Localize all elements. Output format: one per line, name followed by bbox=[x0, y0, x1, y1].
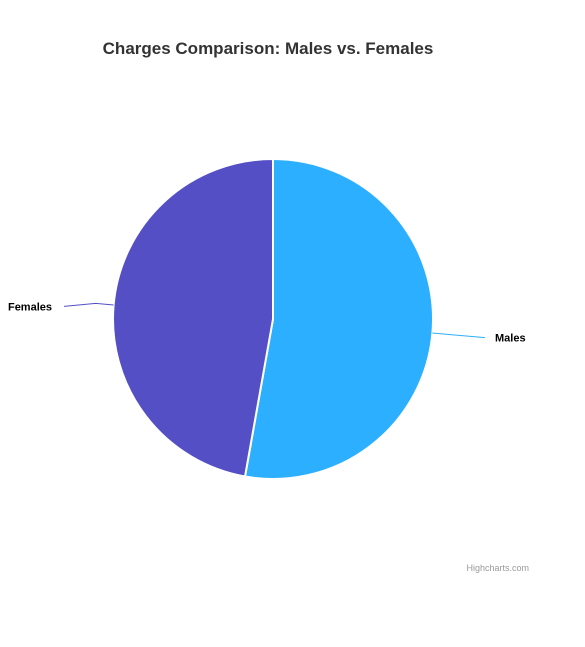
pie-slice-females[interactable] bbox=[112, 158, 274, 478]
data-label-females: Females bbox=[8, 301, 52, 313]
pie-slices bbox=[112, 158, 434, 480]
pie-data-labels: Males Females bbox=[8, 301, 526, 344]
connector-line-males bbox=[432, 332, 486, 339]
connector-line-females bbox=[63, 302, 114, 307]
pie-slice-males[interactable] bbox=[244, 158, 434, 480]
credits-link[interactable]: Highcharts.com bbox=[466, 563, 529, 573]
data-label-males: Males bbox=[495, 333, 526, 345]
chart-title: Charges Comparison: Males vs. Females bbox=[103, 39, 434, 58]
